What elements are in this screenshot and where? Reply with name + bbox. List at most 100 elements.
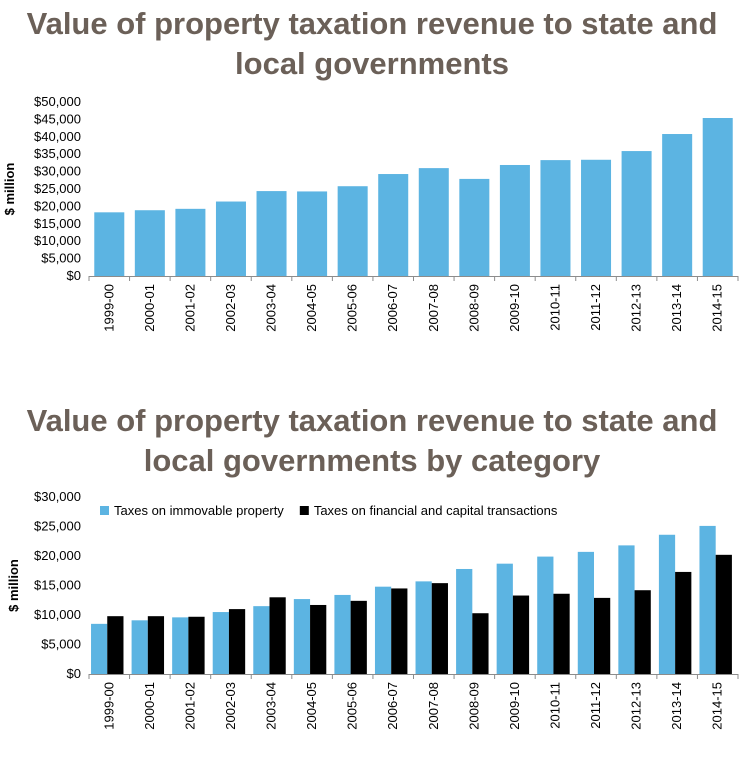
x-tick-label: 2004-05 (304, 284, 319, 332)
x-tick-label: 2005-06 (345, 682, 360, 730)
y-tick-label: $0 (67, 268, 81, 283)
x-tick-label: 2006-07 (385, 682, 400, 730)
bar-financial (594, 597, 611, 674)
y-tick-label: $45,000 (34, 111, 81, 126)
y-tick-label: $25,000 (34, 181, 81, 196)
x-tick-label: 2010-11 (547, 682, 562, 729)
bar-immovable (618, 545, 635, 674)
bar-immovable (253, 606, 270, 674)
x-tick-label: 2004-05 (304, 682, 319, 730)
chart-title: Value of property taxation revenue to st… (26, 403, 718, 478)
bar (418, 168, 449, 276)
y-tick-label: $40,000 (34, 129, 81, 144)
x-tick-label: 2007-08 (426, 682, 441, 730)
bar (297, 191, 328, 276)
bar (581, 159, 612, 276)
bar-immovable (131, 620, 148, 674)
chart-title: Value of property taxation revenue to st… (26, 6, 718, 81)
x-tick-label: 2008-09 (466, 682, 481, 730)
y-axis-label: $ million (2, 163, 17, 216)
bar (459, 178, 490, 276)
x-tick-label: 2011-12 (588, 682, 603, 729)
x-tick-label: 2003-04 (264, 682, 279, 730)
bar-immovable (293, 599, 311, 674)
y-axis-label: $ million (6, 559, 21, 612)
x-tick-label: 2000-01 (142, 682, 157, 730)
x-tick-label: 2012-13 (629, 682, 644, 730)
y-tick-label: $10,000 (34, 233, 81, 248)
x-tick-label: 2000-01 (142, 284, 157, 332)
x-tick-label: 1999-00 (101, 682, 116, 730)
bar-immovable (456, 568, 473, 674)
y-tick-label: $10,000 (34, 607, 81, 622)
bar-immovable (537, 556, 554, 674)
bar-immovable (334, 594, 351, 674)
bar-financial (350, 600, 367, 674)
y-tick-label: $30,000 (34, 164, 81, 179)
bar-financial (715, 554, 732, 674)
bar (215, 201, 246, 276)
bar (175, 208, 206, 276)
y-tick-label: $20,000 (34, 198, 81, 213)
y-tick-label: $5,000 (41, 251, 81, 266)
bar (540, 160, 571, 276)
x-tick-label: 2005-06 (345, 284, 360, 332)
bar-immovable (496, 563, 513, 674)
bar-immovable (658, 534, 676, 674)
bar-financial (228, 609, 246, 674)
x-tick-label: 2001-02 (182, 284, 197, 332)
x-tick-label: 2003-04 (264, 284, 279, 332)
bar-financial (675, 571, 692, 674)
bar-immovable (699, 525, 716, 674)
bar-immovable (577, 551, 595, 674)
bar-immovable (212, 612, 229, 674)
x-tick-label: 2002-03 (223, 682, 238, 730)
y-tick-label: $0 (67, 666, 81, 681)
y-tick-label: $30,000 (34, 489, 81, 504)
bar-financial (472, 613, 489, 674)
y-tick-label: $15,000 (34, 578, 81, 593)
bar-financial (310, 604, 327, 674)
bar-immovable (172, 617, 189, 674)
bar-financial (147, 616, 165, 674)
x-tick-label: 2011-12 (588, 284, 603, 331)
y-tick-label: $15,000 (34, 216, 81, 231)
bar-financial (512, 595, 530, 674)
bar (662, 134, 693, 276)
y-tick-label: $50,000 (34, 94, 81, 109)
bar-financial (107, 616, 124, 674)
bar-financial (188, 616, 205, 674)
x-tick-label: 2001-02 (182, 682, 197, 730)
bar-financial (391, 588, 408, 674)
x-tick-label: 2008-09 (466, 284, 481, 332)
y-tick-label: $25,000 (34, 519, 81, 534)
x-tick-label: 2014-15 (710, 682, 725, 730)
bar-financial (634, 590, 651, 674)
bar (134, 210, 165, 276)
bar-immovable (415, 581, 432, 674)
legend-swatch (100, 506, 109, 515)
bar-immovable (374, 586, 392, 674)
bar (337, 186, 368, 276)
bar (94, 212, 125, 276)
x-tick-label: 2013-14 (669, 284, 684, 332)
legend-swatch (299, 506, 309, 515)
x-tick-label: 2007-08 (426, 284, 441, 332)
y-tick-label: $35,000 (34, 146, 81, 161)
bar (499, 164, 530, 276)
x-tick-label: 2009-10 (507, 284, 522, 332)
bar (621, 151, 652, 276)
legend-label: Taxes on financial and capital transacti… (314, 503, 558, 518)
x-tick-label: 2009-10 (507, 682, 522, 730)
legend-label: Taxes on immovable property (114, 503, 284, 518)
bar (378, 174, 409, 276)
x-tick-label: 2010-11 (547, 284, 562, 331)
x-tick-label: 2006-07 (385, 284, 400, 332)
y-tick-label: $5,000 (41, 637, 81, 652)
bar-financial (431, 583, 448, 674)
x-tick-label: 2002-03 (223, 284, 238, 332)
bar (702, 118, 733, 277)
x-tick-label: 1999-00 (101, 284, 116, 332)
